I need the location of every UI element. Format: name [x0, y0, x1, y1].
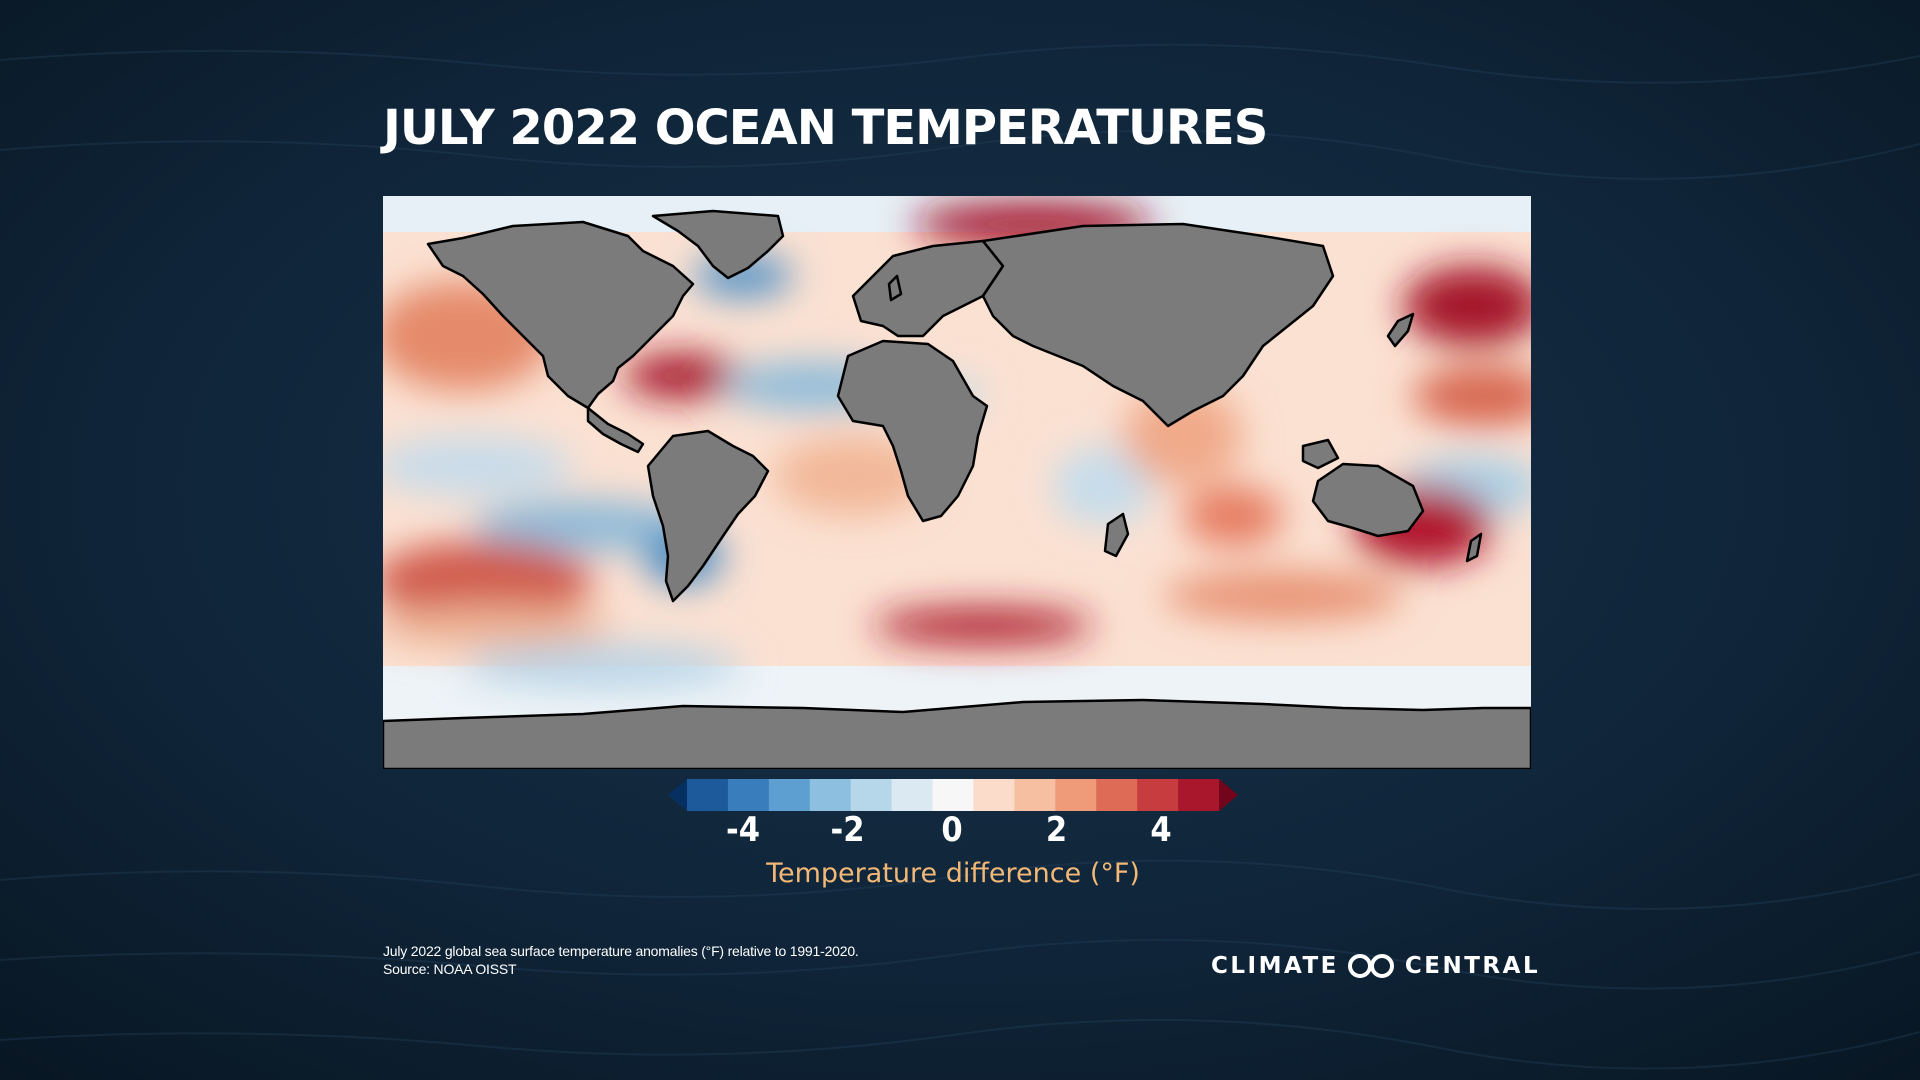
land-masses [383, 209, 1531, 769]
colorbar-tick: 4 [1150, 810, 1172, 850]
land-africa [836, 339, 989, 523]
land-asia [981, 222, 1335, 428]
colorbar-tick: -4 [726, 810, 760, 850]
caption: July 2022 global sea surface temperature… [383, 942, 859, 978]
land-britain [887, 274, 903, 302]
caption-description: July 2022 global sea surface temperature… [383, 943, 859, 959]
colorbar-swatch [1055, 779, 1097, 811]
land-madagascar [1103, 512, 1130, 558]
land-south-america [646, 429, 770, 603]
colorbar-ticks: -4 -2 0 2 4 [668, 810, 1238, 854]
map-svg [383, 196, 1531, 769]
land-central-america [586, 406, 645, 454]
colorbar-swatch [1096, 779, 1138, 811]
colorbar-swatch [768, 779, 811, 811]
colorbar-swatch [727, 779, 770, 811]
colorbar-swatch [850, 779, 893, 811]
climate-central-logo: CLIMATE CENTRAL [1211, 950, 1540, 982]
colorbar-swatch [809, 779, 852, 811]
land-australia [1311, 462, 1425, 538]
colorbar [668, 779, 1238, 811]
land-antarctica [383, 698, 1531, 769]
colorbar-swatch [687, 779, 729, 811]
colorbar-tick: 0 [941, 810, 963, 850]
colorbar-extend-low [668, 779, 687, 811]
sst-anomaly-field [383, 196, 1531, 769]
land-greenland [651, 209, 785, 280]
colorbar-swatch [1137, 779, 1179, 811]
land-borneo [1301, 438, 1340, 470]
colorbar-swatch [1178, 779, 1220, 811]
caption-source: Source: NOAA OISST [383, 961, 517, 977]
colorbar-label: Temperature difference (°F) [766, 858, 1140, 889]
land-new-zealand [1465, 532, 1483, 563]
colorbar-swatch [1014, 779, 1056, 811]
brand-word-central: CENTRAL [1404, 953, 1541, 979]
colorbar-swatch [932, 779, 974, 811]
land-japan [1386, 312, 1415, 348]
colorbar-swatch [973, 779, 1015, 811]
page-title: JULY 2022 OCEAN TEMPERATURES [383, 100, 1268, 156]
land-north-america [426, 220, 695, 410]
infinity-logo-icon [1347, 954, 1394, 978]
colorbar-swatch [891, 779, 934, 811]
colorbar-tick: 2 [1045, 810, 1068, 850]
colorbar-tick: -2 [830, 810, 865, 850]
colorbar-extend-high [1219, 779, 1238, 811]
brand-word-climate: CLIMATE [1211, 953, 1339, 979]
sst-anomaly-map [383, 196, 1531, 769]
